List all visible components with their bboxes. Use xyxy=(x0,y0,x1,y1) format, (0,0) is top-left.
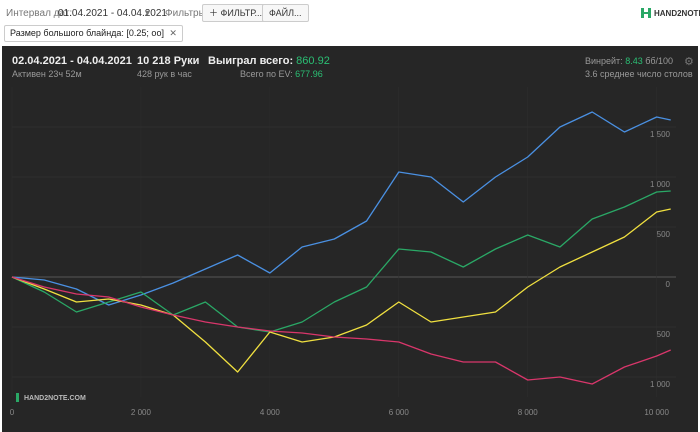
active: Активен 23ч 52м xyxy=(12,69,82,79)
tables: 3.6 среднее число столов xyxy=(585,69,693,79)
chart: HAND2NOTE.COM 1 000 500 0 500 1 000 1 500 0 2 0… xyxy=(10,87,676,417)
winrate-value: 8.43 xyxy=(625,56,643,66)
series-line xyxy=(11,190,671,333)
chip-close[interactable]: ✕ xyxy=(169,28,177,38)
ev: Всего по EV: 677.96 xyxy=(240,69,323,79)
won-value: 860.92 xyxy=(296,55,330,67)
winrate-label: Винрейт: xyxy=(585,56,623,66)
ev-label: Всего по EV: xyxy=(240,69,293,79)
x-tick-label: 0 xyxy=(10,408,15,417)
ev-value: 677.96 xyxy=(295,69,323,79)
chip-text: Размер большого блайнда: [0.25; oo] xyxy=(10,28,164,38)
won: Выиграл всего: 860.92 xyxy=(208,55,330,67)
filter-chip[interactable]: Размер большого блайнда: [0.25; oo] ✕ xyxy=(4,25,183,42)
period: 02.04.2021 - 04.04.2021 xyxy=(12,55,132,67)
x-tick-label: 4 000 xyxy=(260,408,281,417)
watermark-icon xyxy=(16,393,19,402)
series-line xyxy=(11,276,671,385)
y-tick-label: 1 000 xyxy=(650,380,671,389)
hands: 10 218 Руки xyxy=(137,55,200,67)
settings-icon[interactable]: ⚙ xyxy=(684,56,694,68)
date-range[interactable]: 01.04.2021 - 04.04.2021 xyxy=(58,8,167,19)
series-line xyxy=(11,111,671,306)
y-tick-label: 500 xyxy=(657,330,671,339)
watermark: HAND2NOTE.COM xyxy=(24,395,86,402)
logo-icon xyxy=(641,8,651,18)
series-line xyxy=(11,208,671,373)
filter-button[interactable]: ＋ ФИЛЬТР... xyxy=(202,4,270,22)
won-label: Выиграл всего: xyxy=(208,55,294,67)
y-tick-label: 500 xyxy=(657,230,671,239)
logo: HAND2NOTE.CO xyxy=(654,9,700,18)
winrate-unit: бб/100 xyxy=(645,56,674,66)
hands-rate: 428 рук в час xyxy=(137,69,192,79)
y-tick-label: 1 000 xyxy=(650,180,671,189)
file-button[interactable]: ФАЙЛ... xyxy=(262,4,309,22)
x-tick-label: 8 000 xyxy=(518,408,539,417)
y-tick-label: 0 xyxy=(666,280,671,289)
winrate: Винрейт: 8.43 бб/100 xyxy=(585,56,673,66)
x-tick-label: 10 000 xyxy=(644,408,669,417)
dropdown-arrow[interactable]: ▾ xyxy=(145,8,151,19)
chart-panel: 02.04.2021 - 04.04.2021 Активен 23ч 52м … xyxy=(2,46,698,432)
date-label: Интервал дат: xyxy=(6,8,73,19)
y-tick-label: 1 500 xyxy=(650,130,671,139)
x-tick-label: 2 000 xyxy=(131,408,152,417)
x-tick-label: 6 000 xyxy=(389,408,410,417)
filters-label: Фильтры: xyxy=(165,8,209,19)
filter-button-text: ФИЛЬТР... xyxy=(220,8,263,18)
